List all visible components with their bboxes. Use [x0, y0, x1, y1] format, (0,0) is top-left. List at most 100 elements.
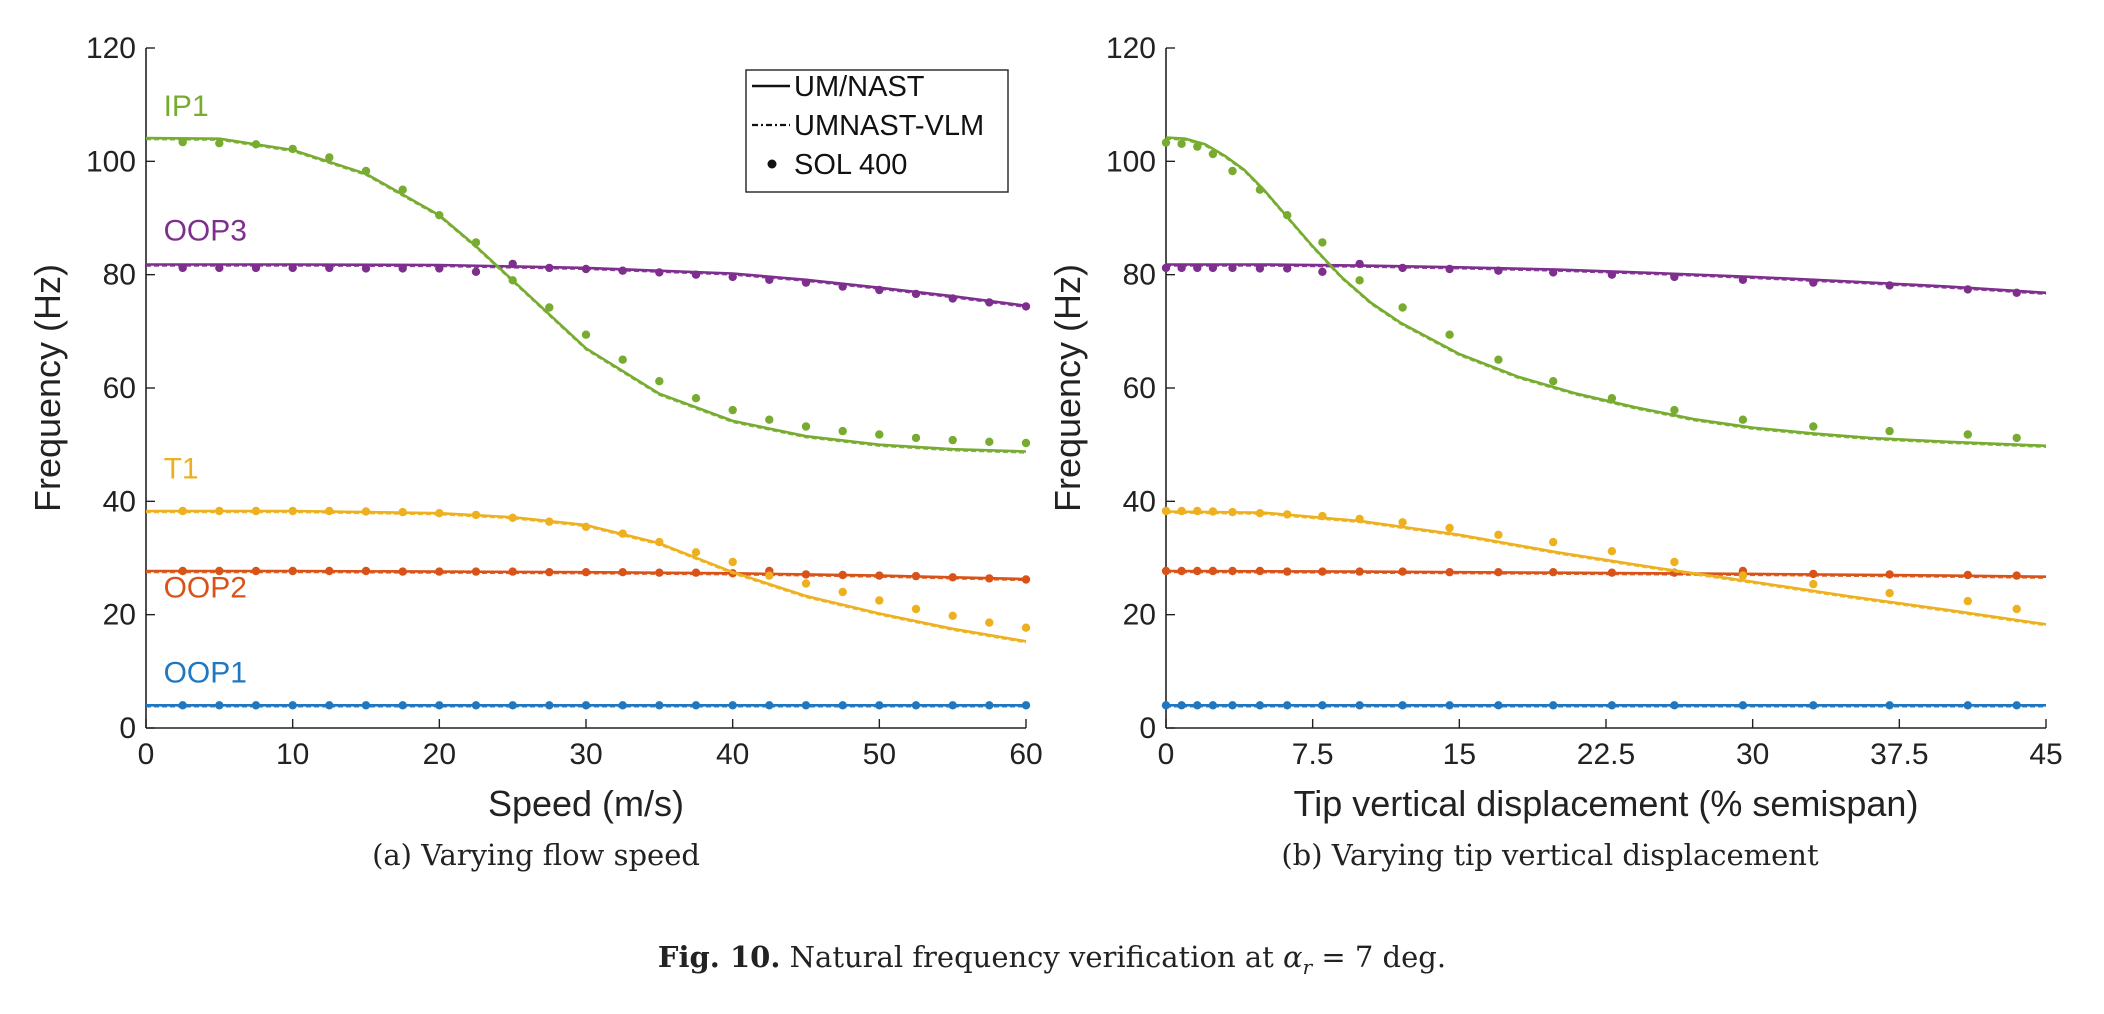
x-tick-label: 45: [2029, 738, 2062, 771]
data-point: [1193, 263, 1202, 273]
series-vlm-line-ip1: [145, 138, 1027, 454]
data-point: [581, 522, 591, 531]
data-point: [545, 568, 554, 577]
data-point: [1809, 278, 1818, 287]
data-point: [471, 267, 481, 276]
data-point: [1283, 264, 1292, 273]
data-point: [1549, 377, 1558, 386]
y-tick-label: 40: [103, 485, 136, 518]
data-point: [215, 701, 224, 710]
legend-box: [745, 69, 1009, 193]
data-point: [838, 570, 847, 580]
data-point: [1177, 139, 1186, 148]
data-point: [1193, 142, 1202, 151]
data-point: [178, 137, 187, 147]
data-point: [655, 568, 664, 577]
data-point: [361, 264, 371, 273]
data-point: [398, 507, 407, 517]
data-point: [691, 270, 701, 279]
data-point: [1355, 701, 1364, 710]
data-point: [1963, 430, 1973, 439]
x-tick-label: 50: [863, 738, 896, 771]
data-point: [618, 701, 627, 710]
figure-caption-sub: r: [1302, 954, 1313, 979]
series-vlm-line-oop2: [1165, 571, 2047, 579]
x-tick-label: 20: [423, 738, 456, 771]
data-point: [1670, 272, 1679, 282]
y-tick-label: 60: [1123, 372, 1156, 405]
data-point: [325, 506, 334, 516]
data-point: [178, 506, 187, 516]
data-point: [1021, 623, 1031, 632]
data-point: [1738, 571, 1748, 580]
data-point: [1283, 567, 1292, 576]
data-point: [1494, 355, 1503, 364]
series-oop3: [1161, 259, 2047, 297]
data-point: [178, 263, 187, 273]
x-axis-label: Speed (m/s): [488, 783, 684, 824]
data-point: [765, 571, 774, 580]
data-point: [398, 567, 407, 576]
data-point: [215, 566, 224, 576]
data-point: [691, 394, 701, 403]
data-point: [948, 294, 957, 303]
data-point: [1398, 567, 1407, 576]
data-point: [985, 298, 994, 307]
data-point: [728, 557, 737, 567]
series-line-oop3: [1166, 263, 2047, 295]
data-point: [1494, 530, 1503, 539]
data-point: [178, 701, 187, 710]
x-tick-label: 30: [569, 738, 602, 771]
data-point: [1355, 259, 1364, 269]
data-point: [251, 263, 261, 273]
data-point: [508, 276, 517, 285]
data-point: [471, 567, 481, 576]
data-point: [765, 275, 774, 284]
data-point: [581, 701, 591, 710]
data-point: [838, 426, 847, 436]
figure-caption: Fig. 10. Natural frequency verification …: [0, 940, 2104, 979]
data-point: [1228, 263, 1237, 273]
data-point: [1208, 566, 1218, 576]
data-point: [1193, 506, 1202, 516]
data-point: [875, 285, 884, 295]
data-point: [1255, 509, 1265, 518]
data-point: [1228, 701, 1237, 710]
data-point: [1283, 510, 1292, 519]
data-point: [1607, 547, 1617, 556]
legend-dot-marker: [767, 159, 777, 169]
data-point: [1228, 166, 1237, 176]
data-point: [1738, 701, 1748, 710]
y-tick-label: 20: [1123, 599, 1156, 632]
data-point: [1161, 701, 1171, 710]
data-point: [875, 430, 884, 439]
series-vlm-line-ip1: [1165, 138, 2047, 448]
data-point: [1670, 405, 1679, 415]
data-point: [1494, 266, 1503, 275]
data-point: [508, 701, 517, 710]
legend: UM/NAST UMNAST-VLM SOL 400: [745, 69, 1009, 193]
data-point: [1177, 506, 1186, 516]
data-point: [508, 259, 517, 269]
data-point: [1318, 238, 1327, 247]
data-point: [2012, 571, 2021, 580]
data-point: [581, 264, 591, 274]
subcaption-a: (a) Varying flow speed: [372, 838, 700, 872]
series-line-ip1: [145, 136, 1027, 453]
data-point: [178, 566, 187, 576]
data-point: [728, 405, 737, 415]
data-point: [838, 701, 847, 710]
data-point: [215, 506, 224, 516]
data-point: [288, 144, 297, 154]
x-tick-label: 60: [1009, 738, 1042, 771]
mode-label-oop3: OOP3: [164, 215, 247, 248]
data-point: [765, 701, 774, 710]
x-tick-label: 10: [276, 738, 309, 771]
data-point: [325, 263, 334, 273]
data-point: [1318, 701, 1327, 710]
x-tick-label: 15: [1443, 738, 1476, 771]
data-point: [1021, 438, 1031, 448]
data-point: [1208, 263, 1218, 273]
data-point: [948, 611, 957, 620]
series-oop1: [1161, 701, 2046, 710]
